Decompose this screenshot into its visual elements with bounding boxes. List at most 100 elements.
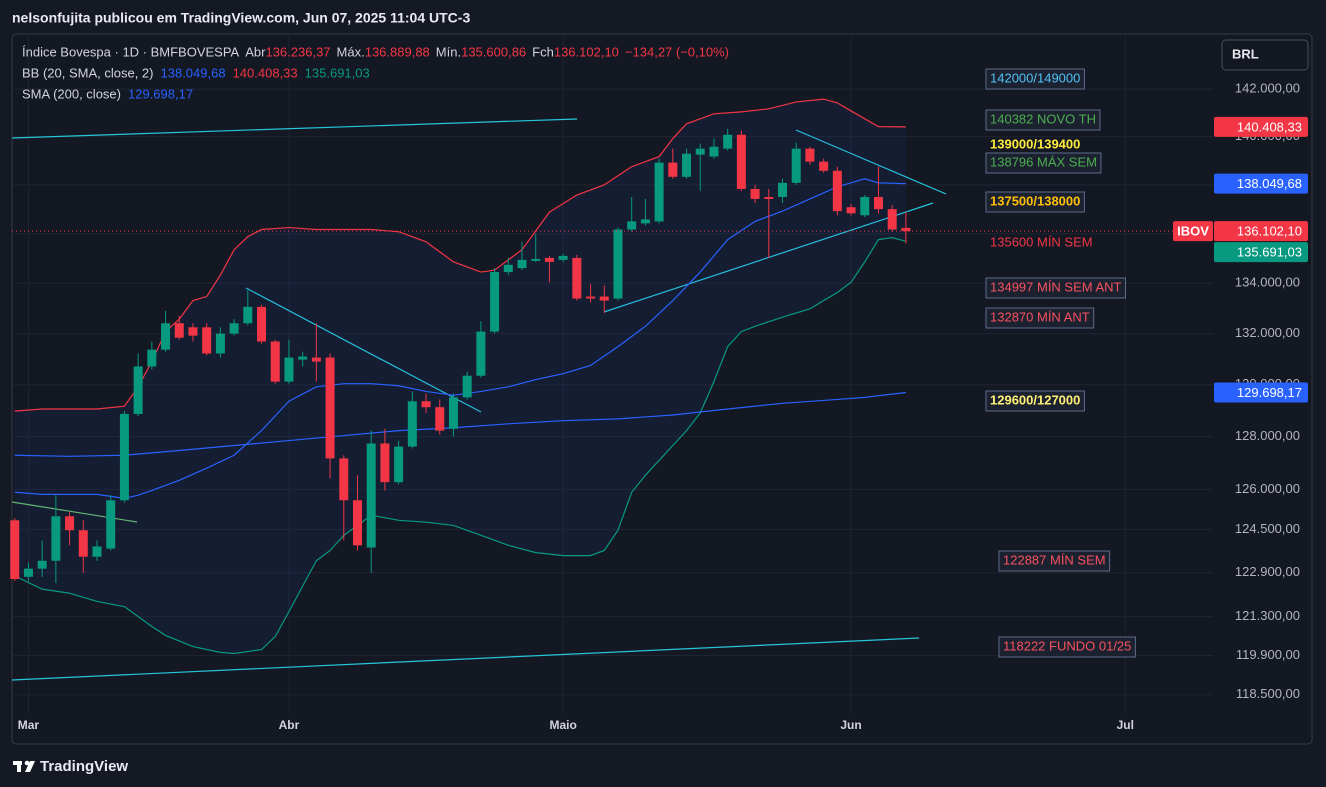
trend-line (245, 287, 482, 413)
candle-body (613, 229, 623, 299)
candle-body (544, 257, 554, 262)
candle-body (133, 366, 143, 414)
legend-change: −134,27 (−0,10%) (625, 44, 729, 59)
symbol-tag (1173, 221, 1213, 242)
candle-body (558, 255, 568, 260)
x-tick-label: Jul (1117, 718, 1134, 732)
candle-body (640, 219, 650, 224)
candle-body (572, 257, 582, 299)
candle-body (215, 333, 225, 354)
annotation-box (998, 636, 1136, 658)
logo-part (17, 761, 21, 772)
annotation-box (985, 109, 1101, 131)
candle-body (65, 516, 75, 531)
trend-line (11, 118, 578, 139)
annotation-box (985, 390, 1085, 412)
trend-line (795, 129, 947, 195)
candle-body (421, 401, 431, 408)
candle-body (668, 162, 678, 177)
legend-value: 136.102,10 (554, 44, 619, 59)
x-tick-label: Maio (549, 718, 576, 732)
candle-body (695, 148, 705, 155)
price-tag (1214, 173, 1308, 194)
candle-body (37, 560, 47, 569)
annotation: 137500/138000 (990, 193, 1080, 208)
candle-body (147, 349, 157, 367)
y-tick-label: 121.300,00 (1235, 608, 1300, 623)
legend-key: Mín. (436, 44, 461, 59)
indicator-value: 140.408,33 (233, 65, 298, 80)
indicator-value: 138.049,68 (161, 65, 226, 80)
candle-body (791, 148, 801, 183)
candle-body (243, 306, 253, 324)
y-tick-label: 132.000,00 (1235, 325, 1300, 340)
candle-body (435, 407, 445, 431)
candle-body (531, 258, 541, 261)
logo-part (24, 760, 30, 766)
symbol-tag-label: IBOV (1177, 224, 1209, 239)
candle-body (270, 341, 280, 382)
candle-body (805, 148, 815, 162)
candle-body (352, 500, 362, 546)
candle-body (10, 520, 20, 580)
candle-body (736, 134, 746, 189)
annotation-box (985, 152, 1102, 174)
indicator-line (14, 237, 907, 655)
price-tag-label: 138.049,68 (1237, 176, 1302, 191)
candle-body (503, 264, 513, 273)
candle-body (394, 446, 404, 483)
indicator-value: 129.698,17 (128, 86, 193, 101)
indicator-value: 135.691,03 (305, 65, 370, 80)
candle-body (723, 134, 733, 149)
candle-body (778, 182, 788, 197)
candle-body (23, 568, 33, 577)
annotation-box (985, 191, 1085, 213)
candle-body (901, 227, 911, 232)
candle-body (229, 323, 239, 334)
currency-button[interactable] (1221, 39, 1309, 71)
candle-body (764, 196, 774, 199)
candle-body (627, 221, 637, 230)
annotation: 122887 MÍN SEM (1003, 552, 1106, 567)
candle-body (599, 296, 609, 301)
indicator-line (14, 391, 906, 457)
candle-body (325, 357, 335, 459)
candle-body (366, 443, 376, 548)
annotation-box (985, 68, 1085, 90)
y-tick-label: 124.500,00 (1235, 521, 1300, 536)
candle-body (311, 357, 321, 362)
annotation: 138796 MÁX SEM (990, 154, 1097, 169)
logo-part (25, 761, 35, 772)
y-tick-label: 126.000,00 (1235, 481, 1300, 496)
candle-body (448, 397, 458, 429)
annotation: 118222 FUNDO 01/25 (1003, 638, 1131, 653)
indicator-label: SMA (200, close) (22, 86, 121, 101)
y-tick-label: 118.500,00 (1236, 686, 1300, 701)
candle-body (174, 323, 184, 338)
price-tag-label: 140.408,33 (1237, 119, 1302, 134)
legend-value: 136.236,37 (265, 44, 330, 59)
annotation-box (985, 277, 1126, 299)
band-fill (14, 99, 906, 654)
trend-line (11, 501, 138, 523)
candle-body (202, 327, 212, 354)
candle-body (654, 162, 664, 222)
candle-body (750, 188, 760, 199)
annotation-box (985, 307, 1095, 329)
candle-body (490, 272, 500, 332)
candle-body (188, 327, 198, 336)
candle-body (873, 196, 883, 210)
candle-body (846, 207, 856, 214)
indicator-label: BB (20, SMA, close, 2) (22, 65, 154, 80)
annotation: 139000/139400 (990, 136, 1080, 151)
candle-body (832, 170, 842, 212)
legend-key: Fch (532, 44, 554, 59)
candle-body (887, 209, 897, 230)
y-tick-label: 128.000,00 (1235, 428, 1300, 443)
annotation: 142000/149000 (990, 70, 1080, 85)
x-tick-label: Jun (840, 718, 861, 732)
candle-body (284, 357, 294, 382)
candle-body (407, 401, 417, 447)
